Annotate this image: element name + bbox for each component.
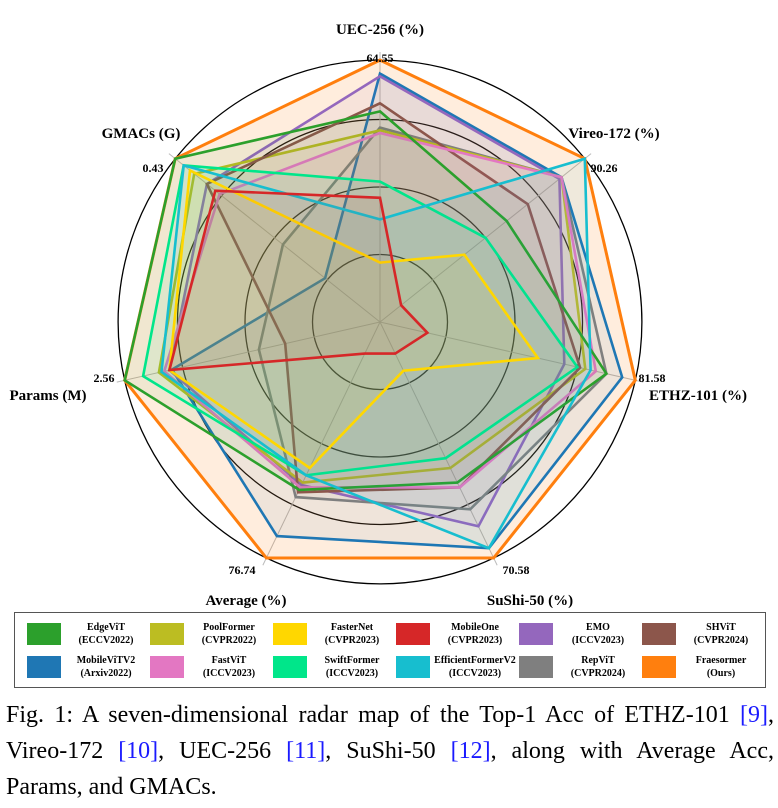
legend-model-name: PoolFormer xyxy=(203,622,255,633)
legend-model-name: MobileOne xyxy=(451,622,499,633)
axis-spoke-3 xyxy=(379,321,644,383)
legend-model-name: SHViT xyxy=(706,622,736,633)
legend-swatch xyxy=(396,623,430,645)
legend-label: MobileViTV2 (Arxiv2022) xyxy=(63,654,149,680)
axis-labels: UEC-256 (%) 64.55 Vireo-172 (%) 90.26 ETHZ-1… xyxy=(9,22,746,609)
legend-label: FastViT (ICCV2023) xyxy=(186,654,272,680)
legend-venue: (ICCV2023) xyxy=(571,635,625,646)
axis-title-gmacs-g: GMACs (G) xyxy=(102,126,181,142)
legend-venue: (CVPR2024) xyxy=(570,668,626,679)
legend-swatch xyxy=(273,623,307,645)
legend-model-name: EdgeViT xyxy=(87,622,125,633)
legend-swatch xyxy=(519,656,553,678)
caption-ref-uec[interactable]: [11] xyxy=(286,738,326,764)
chart-legend: EdgeViT (ECCV2022) PoolFormer (CVPR2022) Fas… xyxy=(14,612,766,688)
legend-item-swiftformer: SwiftFormer (ICCV2023) xyxy=(271,652,396,682)
legend-swatch xyxy=(150,656,184,678)
axis-spoke-5 xyxy=(262,321,381,566)
legend-item-fastvit: FastViT (ICCV2023) xyxy=(148,652,273,682)
legend-label: EfficientFormerV2 (ICCV2023) xyxy=(432,654,518,680)
legend-venue: (ICCV2023) xyxy=(325,668,379,679)
legend-swatch xyxy=(273,656,307,678)
legend-venue: (ICCV2023) xyxy=(448,668,502,679)
caption-text-5: , along with Average Acc, Params, and GM… xyxy=(6,738,774,800)
legend-model-name: Fraesormer xyxy=(695,655,747,666)
legend-model-name: RepViT xyxy=(581,655,615,666)
caption-text-1: Fig. 1: A seven-dimensional radar map of… xyxy=(6,702,741,728)
legend-label: PoolFormer (CVPR2022) xyxy=(186,621,272,647)
legend-label: EMO (ICCV2023) xyxy=(555,621,641,647)
legend-item-fraesormer: Fraesormer (Ours) xyxy=(640,652,765,682)
caption-text-4: , SuShi-50 xyxy=(325,738,451,764)
caption-ref-ethz[interactable]: [9] xyxy=(740,702,768,728)
legend-swatch xyxy=(150,623,184,645)
caption-text-3: , UEC-256 xyxy=(158,738,287,764)
axis-value-ethz-101: 81.58 xyxy=(639,371,666,385)
legend-item-shvit: SHViT (CVPR2024) xyxy=(640,619,765,649)
axis-value-gmacs-g: 0.43 xyxy=(143,161,164,175)
series-swiftformer xyxy=(141,164,580,477)
legend-item-mobilevitv2: MobileViTV2 (Arxiv2022) xyxy=(25,652,150,682)
radar-chart: UEC-256 (%) 64.55 Vireo-172 (%) 90.26 ETHZ-1… xyxy=(9,22,746,609)
legend-label: MobileOne (CVPR2023) xyxy=(432,621,518,647)
axis-title-average: Average (%) xyxy=(206,593,287,609)
series-shvit xyxy=(205,101,582,494)
legend-item-mobileone: MobileOne (CVPR2023) xyxy=(394,619,519,649)
series-mobileone xyxy=(167,189,430,372)
caption-ref-sushi[interactable]: [12] xyxy=(450,738,491,764)
legend-label: EdgeViT (ECCV2022) xyxy=(63,621,149,647)
legend-model-name: SwiftFormer xyxy=(324,655,380,666)
axis-title-params-m: Params (M) xyxy=(9,388,86,404)
legend-swatch xyxy=(519,623,553,645)
figure-caption: Fig. 1: A seven-dimensional radar map of… xyxy=(6,697,774,805)
legend-item-emo: EMO (ICCV2023) xyxy=(517,619,642,649)
axis-title-ethz-101: ETHZ-101 (%) xyxy=(649,388,747,404)
legend-swatch xyxy=(27,623,61,645)
legend-venue: (CVPR2022) xyxy=(201,635,257,646)
axis-title-sushi-50: SuShi-50 (%) xyxy=(487,593,573,609)
legend-item-edgevit: EdgeViT (ECCV2022) xyxy=(25,619,150,649)
series-fasternet xyxy=(168,168,541,470)
legend-venue: (CVPR2024) xyxy=(693,635,749,646)
legend-model-name: EfficientFormerV2 xyxy=(434,655,516,666)
axis-value-params-m: 2.56 xyxy=(94,371,115,385)
legend-item-fasternet: FasterNet (CVPR2023) xyxy=(271,619,396,649)
legend-item-efficientformerv2: EfficientFormerV2 (ICCV2023) xyxy=(394,652,519,682)
legend-venue: (CVPR2023) xyxy=(447,635,503,646)
axis-title-uec-256: UEC-256 (%) xyxy=(336,22,424,38)
legend-swatch xyxy=(27,656,61,678)
legend-venue: (Arxiv2022) xyxy=(80,668,132,679)
legend-model-name: MobileViTV2 xyxy=(76,655,136,666)
legend-model-name: FasterNet xyxy=(330,622,374,633)
axis-value-uec-256: 64.55 xyxy=(367,51,394,65)
legend-label: Fraesormer (Ours) xyxy=(678,654,764,680)
legend-model-name: FastViT xyxy=(211,655,247,666)
legend-venue: (CVPR2023) xyxy=(324,635,380,646)
legend-label: FasterNet (CVPR2023) xyxy=(309,621,395,647)
caption-ref-vireo[interactable]: [10] xyxy=(118,738,159,764)
axis-value-vireo-172: 90.26 xyxy=(591,161,618,175)
legend-swatch xyxy=(642,656,676,678)
legend-label: SwiftFormer (ICCV2023) xyxy=(309,654,395,680)
axis-value-average: 76.74 xyxy=(229,563,256,577)
series-edgevit xyxy=(123,109,609,492)
series-poolformer xyxy=(157,128,587,484)
legend-label: SHViT (CVPR2024) xyxy=(678,621,764,647)
axis-title-vireo-172: Vireo-172 (%) xyxy=(568,126,659,142)
legend-model-name: EMO xyxy=(586,622,610,633)
legend-venue: (ECCV2022) xyxy=(78,635,134,646)
legend-item-repvit: RepViT (CVPR2024) xyxy=(517,652,642,682)
legend-swatch xyxy=(642,623,676,645)
legend-item-poolformer: PoolFormer (CVPR2022) xyxy=(148,619,273,649)
caption-text-2: , Vireo-172 xyxy=(6,702,774,764)
radar-series xyxy=(123,58,637,560)
series-repvit xyxy=(257,126,608,511)
axis-value-sushi-50: 70.58 xyxy=(503,563,530,577)
axis-spoke-7 xyxy=(168,153,381,323)
legend-label: RepViT (CVPR2024) xyxy=(555,654,641,680)
legend-swatch xyxy=(396,656,430,678)
axis-spoke-4 xyxy=(379,321,498,566)
legend-venue: (ICCV2023) xyxy=(202,668,256,679)
legend-venue: (Ours) xyxy=(706,668,736,679)
